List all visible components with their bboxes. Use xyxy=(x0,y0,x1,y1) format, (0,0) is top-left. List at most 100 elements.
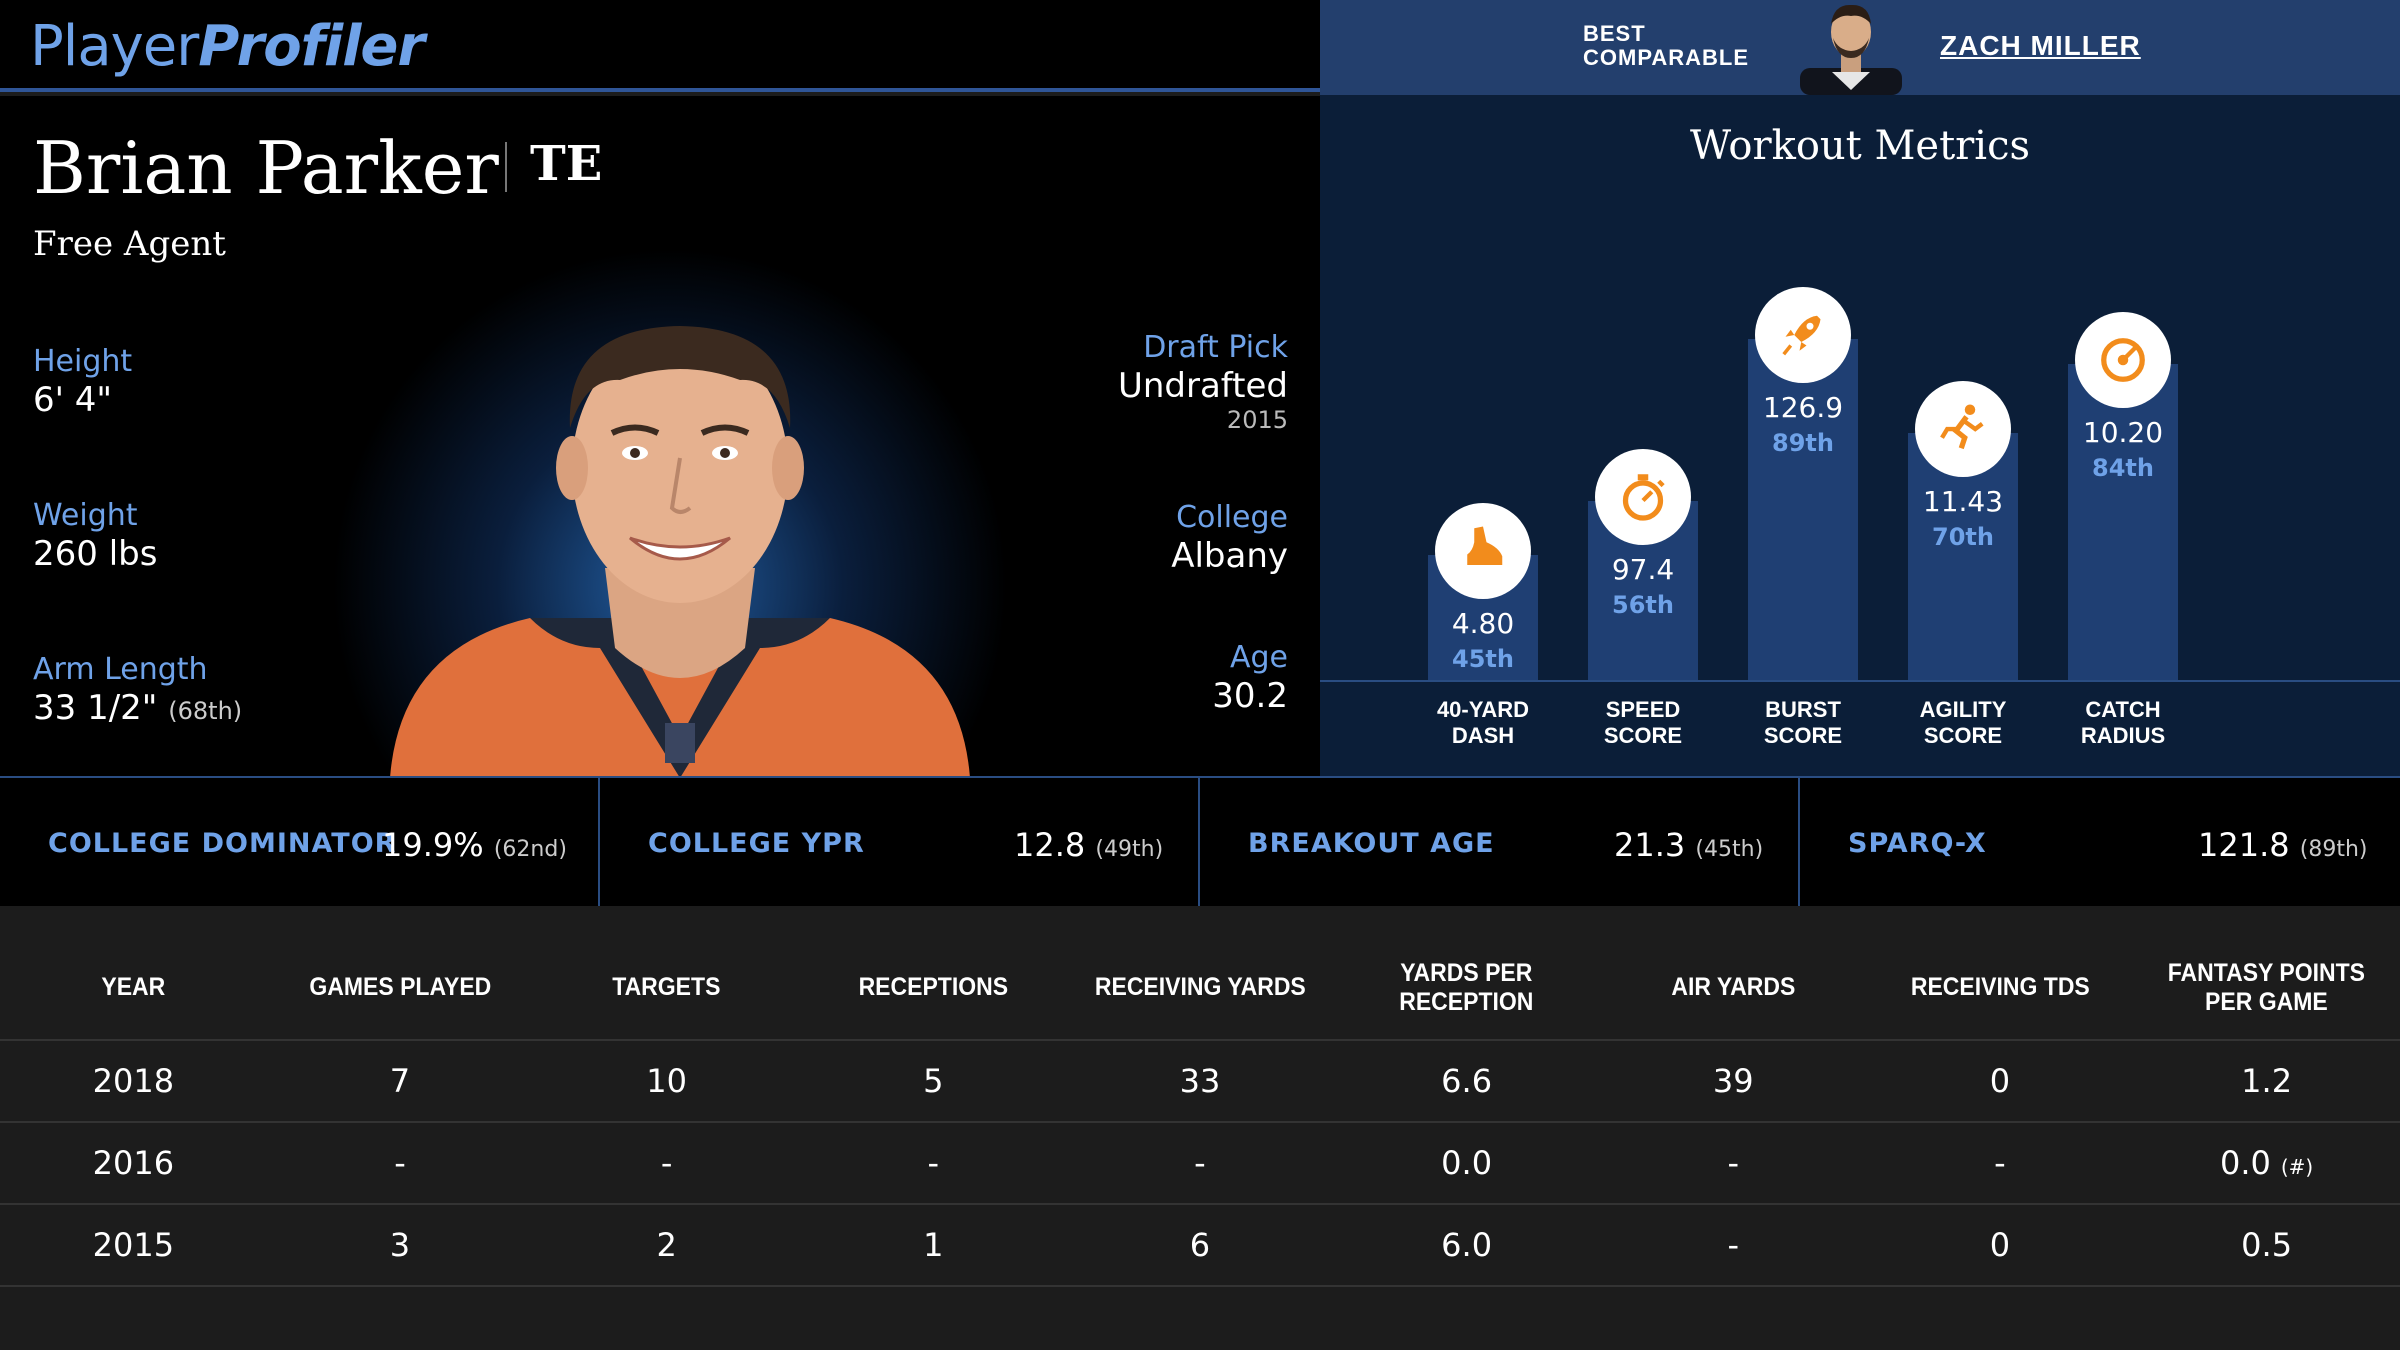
metric-percentile: (45th) xyxy=(1695,837,1764,862)
arm-length-percentile: (68th) xyxy=(168,697,243,725)
metric-label: BREAKOUT AGE xyxy=(1248,828,1495,859)
table-header-row: YEAR GAMES PLAYED TARGETS RECEPTIONS REC… xyxy=(0,936,2400,1041)
player-position: TE xyxy=(530,136,603,192)
table-cell: 33 xyxy=(1066,1040,1334,1123)
metric-percentile: (49th) xyxy=(1095,837,1164,862)
workout-label: AGILITY SCORE xyxy=(1893,697,2033,749)
metric-college-ypr: COLLEGE YPR 12.8 (49th) xyxy=(600,778,1200,908)
workout-label-line1: SPEED xyxy=(1605,697,1681,722)
table-cell: - xyxy=(799,1122,1067,1205)
college-value: Albany xyxy=(1171,536,1288,576)
col-year: YEAR xyxy=(10,936,256,1041)
table-cell: 2018 xyxy=(0,1040,267,1123)
workout-label-line1: CATCH xyxy=(2085,697,2161,722)
metric-value: 121.8 (89th) xyxy=(2198,826,2368,864)
shoe-icon xyxy=(1435,503,1531,600)
player-name: Brian Parker xyxy=(33,126,499,210)
metric-value: 21.3 (45th) xyxy=(1614,826,1763,864)
metric-label: COLLEGE YPR xyxy=(648,828,865,859)
workout-value: 10.20 xyxy=(2082,416,2164,449)
table-cell: - xyxy=(533,1122,800,1205)
metric-college-dominator: COLLEGE DOMINATOR 19.9% (62nd) xyxy=(0,778,600,908)
metric-number: 19.9% xyxy=(382,826,484,864)
table-row: 2015 3 2 1 6 6.0 - 0 0.5 xyxy=(0,1204,2400,1287)
draft-year: 2015 xyxy=(1226,406,1288,434)
col-air-yards: AIR YARDS xyxy=(1610,936,1856,1041)
advanced-metrics-row: COLLEGE DOMINATOR 19.9% (62nd) COLLEGE Y… xyxy=(0,776,2400,908)
rocket-icon xyxy=(1755,287,1851,384)
table-cell: 0.0 xyxy=(1333,1122,1600,1205)
workout-percentile: 45th xyxy=(1452,645,1514,674)
runner-icon xyxy=(1915,380,2011,477)
table-cell: 2016 xyxy=(0,1122,267,1205)
workout-label: 40-YARD DASH xyxy=(1413,697,1553,749)
metric-number: 21.3 xyxy=(1614,826,1686,864)
workout-value: 97.4 xyxy=(1611,553,1675,587)
draft-pick-label: Draft Pick xyxy=(1143,330,1288,365)
col-yards-per-reception: YARDS PER RECEPTION xyxy=(1343,936,1590,1041)
col-receiving-tds: RECEIVING TDS xyxy=(1877,936,2123,1041)
metric-number: 121.8 xyxy=(2198,826,2290,864)
height-value: 6' 4" xyxy=(33,380,113,420)
age-label: Age xyxy=(1229,640,1288,675)
workout-label-line1: BURST xyxy=(1765,697,1841,722)
table-cell: 1 xyxy=(799,1204,1067,1287)
workout-bar xyxy=(2068,364,2178,680)
metric-sparq-x: SPARQ-X 121.8 (89th) xyxy=(1800,778,2400,908)
player-team: Free Agent xyxy=(33,224,226,264)
workout-value: 11.43 xyxy=(1922,484,2004,518)
logo-profiler: Profiler xyxy=(198,14,425,79)
col-games-played: GAMES PLAYED xyxy=(277,936,523,1041)
col-receptions: RECEPTIONS xyxy=(810,936,1056,1041)
metric-value: 19.9% (62nd) xyxy=(382,826,567,864)
metric-number: 12.8 xyxy=(1014,826,1086,864)
target-icon xyxy=(2075,312,2171,408)
table-cell: - xyxy=(1866,1122,2134,1205)
metric-label: COLLEGE DOMINATOR xyxy=(48,828,397,859)
table-cell: - xyxy=(1066,1122,1334,1205)
workout-label-line1: 40-YARD xyxy=(1436,697,1530,722)
fantasy-value: 0.0 xyxy=(2219,1144,2271,1182)
header-bar: PlayerProfiler xyxy=(0,0,1320,92)
table-row: 2016 - - - - 0.0 - - 0.0 (#) xyxy=(0,1122,2400,1205)
table-cell: 0 xyxy=(1866,1040,2134,1123)
height-label: Height xyxy=(33,344,133,379)
col-receiving-yards: RECEIVING YARDS xyxy=(1077,936,1323,1041)
table-cell: 6 xyxy=(1066,1204,1334,1287)
best-label-line1: BEST xyxy=(1583,21,1646,46)
table-cell: 3 xyxy=(266,1204,534,1287)
table-cell: 0 xyxy=(1866,1204,2134,1287)
workout-title: Workout Metrics xyxy=(1689,123,2031,169)
workout-value: 4.80 xyxy=(1451,607,1515,641)
season-stats-section: YEAR GAMES PLAYED TARGETS RECEPTIONS REC… xyxy=(0,906,2400,1350)
age-value: 30.2 xyxy=(1212,676,1288,716)
metric-label: SPARQ-X xyxy=(1848,828,1987,859)
name-divider xyxy=(505,142,507,192)
workout-label-line2: RADIUS xyxy=(2080,723,2166,748)
metric-percentile: (89th) xyxy=(2299,837,2368,862)
workout-value: 126.9 xyxy=(1762,391,1844,425)
season-stats-table: YEAR GAMES PLAYED TARGETS RECEPTIONS REC… xyxy=(0,936,2400,1287)
site-logo[interactable]: PlayerProfiler xyxy=(30,14,425,79)
logo-player: Player xyxy=(30,14,199,79)
table-cell: 2015 xyxy=(0,1204,267,1287)
best-comparable-bar: BEST COMPARABLE ZACH MILLER xyxy=(1320,0,2400,95)
weight-value: 260 lbs xyxy=(33,534,158,574)
table-cell: 1.2 xyxy=(2133,1040,2400,1123)
metric-value: 12.8 (49th) xyxy=(1014,826,1163,864)
workout-percentile: 89th xyxy=(1772,429,1834,458)
workout-label-line2: SCORE xyxy=(1603,723,1683,748)
table-cell: 0.0 (#) xyxy=(2133,1122,2400,1205)
workout-percentile: 70th xyxy=(1932,522,1994,551)
workout-label-line1: AGILITY xyxy=(1919,697,2007,722)
col-targets: TARGETS xyxy=(543,936,790,1041)
weight-label: Weight xyxy=(33,498,138,533)
comparable-player-link[interactable]: ZACH MILLER xyxy=(1940,30,2141,61)
footnote-marker[interactable]: (#) xyxy=(2280,1155,2314,1179)
table-cell: 0.5 xyxy=(2133,1204,2400,1287)
draft-pick-value: Undrafted xyxy=(1117,366,1288,406)
stopwatch-icon xyxy=(1595,449,1691,546)
workout-metrics-panel: Workout Metrics 4.80 45th 40-YARD DASH 97.4 5… xyxy=(1320,95,2400,776)
table-cell: 5 xyxy=(799,1040,1067,1123)
college-label: College xyxy=(1176,500,1288,535)
